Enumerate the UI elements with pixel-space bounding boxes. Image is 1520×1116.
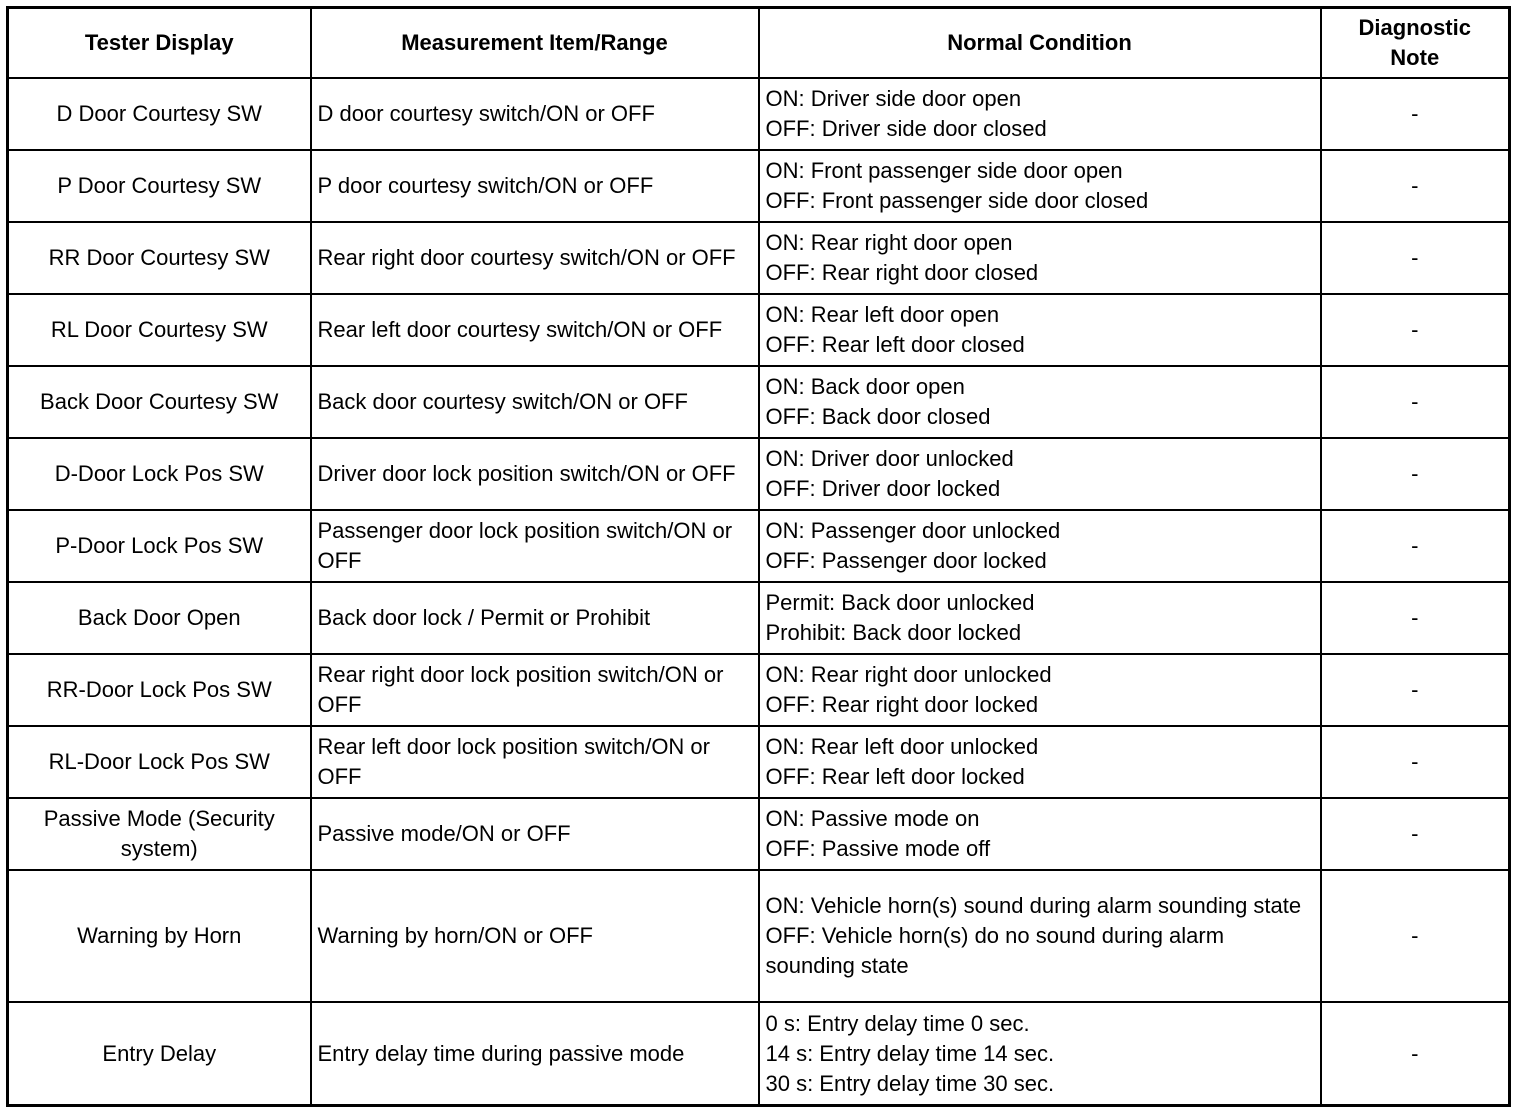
tester-display-cell: RL-Door Lock Pos SW [6, 725, 312, 799]
normal-condition-cell: ON: Driver door unlocked OFF: Driver door… [757, 437, 1322, 511]
normal-condition-line: OFF: Rear right door locked [765, 692, 1039, 717]
measurement-item-cell: P door courtesy switch/ON or OFF [309, 149, 760, 223]
header-tester-display: Tester Display [6, 6, 312, 79]
diagnostic-note-cell: - [1319, 149, 1511, 223]
measurement-item-cell: Passenger door lock position switch/ON o… [309, 509, 760, 583]
normal-condition-line: OFF: Rear left door locked [765, 764, 1025, 789]
diagnostic-note-cell: - [1319, 1001, 1511, 1107]
tester-display-cell: Passive Mode (Security system) [6, 797, 312, 871]
measurement-item-cell: Rear left door courtesy switch/ON or OFF [309, 293, 760, 367]
normal-condition-cell: ON: Passive mode on OFF: Passive mode off [757, 797, 1322, 871]
normal-condition-cell: 0 s: Entry delay time 0 sec. 14 s: Entry … [757, 1001, 1322, 1107]
tester-display-cell: RR-Door Lock Pos SW [6, 653, 312, 727]
measurement-item-cell: Passive mode/ON or OFF [309, 797, 760, 871]
normal-condition-line: ON: Driver door unlocked [765, 446, 1014, 471]
tester-display-cell: RL Door Courtesy SW [6, 293, 312, 367]
table-row: D Door Courtesy SW D door courtesy switch… [6, 77, 1511, 151]
table-row: Warning by Horn Warning by horn/ON or OFF… [6, 869, 1511, 1003]
header-row: Tester Display Measurement Item/Range No… [6, 6, 1511, 79]
table-row: D-Door Lock Pos SW Driver door lock posit… [6, 437, 1511, 511]
header-measurement-item: Measurement Item/Range [309, 6, 760, 79]
normal-condition-line: ON: Back door open [765, 374, 965, 399]
normal-condition-cell: ON: Rear left door open OFF: Rear left do… [757, 293, 1322, 367]
diagnostic-note-cell: - [1319, 581, 1511, 655]
table-row: Passive Mode (Security system) Passive mo… [6, 797, 1511, 871]
tester-display-cell: P-Door Lock Pos SW [6, 509, 312, 583]
diagnostic-note-cell: - [1319, 869, 1511, 1003]
normal-condition-line: ON: Rear left door unlocked [765, 734, 1039, 759]
tester-display-cell: P Door Courtesy SW [6, 149, 312, 223]
normal-condition-cell: ON: Back door open OFF: Back door closed [757, 365, 1322, 439]
measurement-item-cell: Rear left door lock position switch/ON o… [309, 725, 760, 799]
diagnostic-note-cell: - [1319, 221, 1511, 295]
table-row: P Door Courtesy SW P door courtesy switch… [6, 149, 1511, 223]
tester-display-cell: Warning by Horn [6, 869, 312, 1003]
normal-condition-line: ON: Vehicle horn(s) sound during alarm s… [765, 893, 1302, 918]
diagnostic-note-cell: - [1319, 725, 1511, 799]
table-row: RR-Door Lock Pos SW Rear right door lock … [6, 653, 1511, 727]
table-row: Back Door Courtesy SW Back door courtesy … [6, 365, 1511, 439]
normal-condition-line: OFF: Passive mode off [765, 836, 991, 861]
diagnostic-note-cell: - [1319, 509, 1511, 583]
normal-condition-line: ON: Passive mode on [765, 806, 980, 831]
normal-condition-line: ON: Rear right door unlocked [765, 662, 1052, 687]
normal-condition-line: ON: Rear right door open [765, 230, 1013, 255]
normal-condition-line: ON: Front passenger side door open [765, 158, 1123, 183]
header-normal-condition: Normal Condition [757, 6, 1322, 79]
tester-display-cell: RR Door Courtesy SW [6, 221, 312, 295]
normal-condition-line: 30 s: Entry delay time 30 sec. [765, 1070, 1055, 1096]
normal-condition-line: ON: Rear left door open [765, 302, 1000, 327]
table-row: RR Door Courtesy SW Rear right door court… [6, 221, 1511, 295]
normal-condition-line: OFF: Passenger door locked [765, 548, 1047, 573]
normal-condition-line: 14 s: Entry delay time 14 sec. [765, 1040, 1055, 1066]
measurement-item-cell: D door courtesy switch/ON or OFF [309, 77, 760, 151]
diagnostic-note-cell: - [1319, 437, 1511, 511]
normal-condition-cell: ON: Front passenger side door open OFF: F… [757, 149, 1322, 223]
normal-condition-line: OFF: Vehicle horn(s) do no sound during … [765, 923, 1225, 978]
diagnostic-note-cell: - [1319, 293, 1511, 367]
tester-display-cell: Entry Delay [6, 1001, 312, 1107]
normal-condition-line: OFF: Driver door locked [765, 476, 1001, 501]
tester-display-cell: D-Door Lock Pos SW [6, 437, 312, 511]
normal-condition-cell: ON: Rear right door unlocked OFF: Rear ri… [757, 653, 1322, 727]
diagnostic-note-cell: - [1319, 365, 1511, 439]
table-row: RL-Door Lock Pos SW Rear left door lock p… [6, 725, 1511, 799]
normal-condition-line: OFF: Front passenger side door closed [765, 188, 1149, 213]
normal-condition-cell: ON: Vehicle horn(s) sound during alarm s… [757, 869, 1322, 1003]
normal-condition-cell: ON: Passenger door unlocked OFF: Passenge… [757, 509, 1322, 583]
diagnostic-note-cell: - [1319, 77, 1511, 151]
normal-condition-line: OFF: Rear left door closed [765, 332, 1025, 357]
normal-condition-line: ON: Driver side door open [765, 86, 1022, 111]
measurement-item-cell: Back door courtesy switch/ON or OFF [309, 365, 760, 439]
normal-condition-cell: ON: Rear left door unlocked OFF: Rear lef… [757, 725, 1322, 799]
diagnostic-note-cell: - [1319, 797, 1511, 871]
measurement-item-cell: Rear right door lock position switch/ON … [309, 653, 760, 727]
header-diagnostic-note: Diagnostic Note [1319, 6, 1511, 79]
measurement-item-cell: Driver door lock position switch/ON or O… [309, 437, 760, 511]
tester-display-cell: D Door Courtesy SW [6, 77, 312, 151]
normal-condition-line: OFF: Driver side door closed [765, 116, 1047, 141]
normal-condition-line: OFF: Rear right door closed [765, 260, 1039, 285]
normal-condition-cell: ON: Driver side door open OFF: Driver sid… [757, 77, 1322, 151]
normal-condition-cell: Permit: Back door unlocked Prohibit: Back… [757, 581, 1322, 655]
table-row: P-Door Lock Pos SW Passenger door lock po… [6, 509, 1511, 583]
measurement-item-cell: Entry delay time during passive mode [309, 1001, 760, 1107]
normal-condition-line: Prohibit: Back door locked [765, 620, 1022, 645]
tester-display-cell: Back Door Courtesy SW [6, 365, 312, 439]
table-row: Back Door Open Back door lock / Permit or… [6, 581, 1511, 655]
measurement-item-cell: Warning by horn/ON or OFF [309, 869, 760, 1003]
normal-condition-line: 0 s: Entry delay time 0 sec. [765, 1010, 1030, 1036]
normal-condition-line: OFF: Back door closed [765, 404, 991, 429]
normal-condition-cell: ON: Rear right door open OFF: Rear right … [757, 221, 1322, 295]
table-row: RL Door Courtesy SW Rear left door courte… [6, 293, 1511, 367]
normal-condition-line: Permit: Back door unlocked [765, 590, 1035, 615]
normal-condition-line: ON: Passenger door unlocked [765, 518, 1061, 543]
tester-display-cell: Back Door Open [6, 581, 312, 655]
table-row: Entry Delay Entry delay time during passi… [6, 1001, 1511, 1107]
measurement-item-cell: Back door lock / Permit or Prohibit [309, 581, 760, 655]
diagnostic-note-cell: - [1319, 653, 1511, 727]
data-list-table: Tester Display Measurement Item/Range No… [6, 6, 1511, 1107]
measurement-item-cell: Rear right door courtesy switch/ON or OF… [309, 221, 760, 295]
